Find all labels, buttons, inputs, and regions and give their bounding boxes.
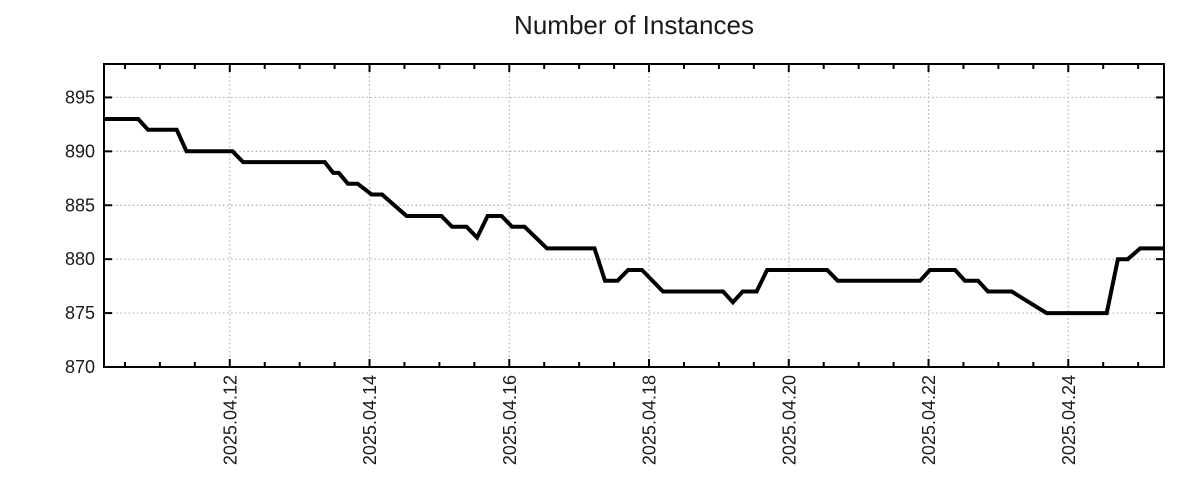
x-tick-label: 2025.04.14 bbox=[360, 375, 380, 465]
y-tick-label: 895 bbox=[65, 87, 95, 107]
x-tick-label: 2025.04.20 bbox=[779, 375, 799, 465]
x-tick-label: 2025.04.24 bbox=[1059, 375, 1079, 465]
chart-title: Number of Instances bbox=[514, 10, 754, 40]
y-tick-label: 880 bbox=[65, 249, 95, 269]
y-tick-label: 870 bbox=[65, 357, 95, 377]
x-tick-label: 2025.04.12 bbox=[220, 375, 240, 465]
x-tick-label: 2025.04.18 bbox=[640, 375, 660, 465]
y-tick-label: 885 bbox=[65, 195, 95, 215]
y-tick-label: 875 bbox=[65, 303, 95, 323]
plot-border bbox=[103, 63, 1165, 368]
y-tick-label: 890 bbox=[65, 141, 95, 161]
series-line-instances bbox=[104, 117, 1164, 316]
x-tick-label: 2025.04.22 bbox=[919, 375, 939, 465]
x-tick-label: 2025.04.16 bbox=[500, 375, 520, 465]
